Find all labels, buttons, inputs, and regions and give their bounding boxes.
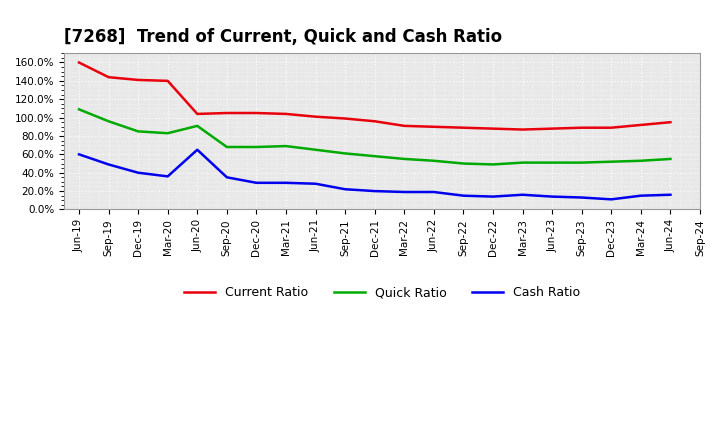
Current Ratio bbox=[311, 114, 320, 119]
Quick Ratio bbox=[489, 162, 498, 167]
Current Ratio bbox=[222, 110, 231, 116]
Text: [7268]  Trend of Current, Quick and Cash Ratio: [7268] Trend of Current, Quick and Cash … bbox=[64, 28, 503, 46]
Legend: Current Ratio, Quick Ratio, Cash Ratio: Current Ratio, Quick Ratio, Cash Ratio bbox=[179, 281, 585, 304]
Current Ratio bbox=[252, 110, 261, 116]
Quick Ratio bbox=[252, 144, 261, 150]
Quick Ratio bbox=[636, 158, 645, 163]
Current Ratio bbox=[607, 125, 616, 130]
Quick Ratio bbox=[430, 158, 438, 163]
Quick Ratio bbox=[548, 160, 557, 165]
Cash Ratio bbox=[282, 180, 290, 185]
Current Ratio bbox=[193, 111, 202, 117]
Current Ratio bbox=[134, 77, 143, 83]
Current Ratio bbox=[341, 116, 349, 121]
Current Ratio bbox=[75, 60, 84, 65]
Quick Ratio bbox=[163, 131, 172, 136]
Current Ratio bbox=[459, 125, 468, 130]
Cash Ratio bbox=[341, 187, 349, 192]
Cash Ratio bbox=[222, 175, 231, 180]
Line: Cash Ratio: Cash Ratio bbox=[79, 150, 670, 199]
Current Ratio bbox=[636, 122, 645, 128]
Line: Quick Ratio: Quick Ratio bbox=[79, 109, 670, 165]
Cash Ratio bbox=[75, 152, 84, 157]
Cash Ratio bbox=[518, 192, 527, 198]
Cash Ratio bbox=[430, 189, 438, 194]
Line: Current Ratio: Current Ratio bbox=[79, 62, 670, 129]
Quick Ratio bbox=[459, 161, 468, 166]
Current Ratio bbox=[430, 124, 438, 129]
Cash Ratio bbox=[459, 193, 468, 198]
Cash Ratio bbox=[193, 147, 202, 152]
Quick Ratio bbox=[104, 119, 113, 124]
Cash Ratio bbox=[252, 180, 261, 185]
Cash Ratio bbox=[311, 181, 320, 187]
Quick Ratio bbox=[607, 159, 616, 164]
Quick Ratio bbox=[311, 147, 320, 152]
Quick Ratio bbox=[282, 143, 290, 149]
Quick Ratio bbox=[222, 144, 231, 150]
Quick Ratio bbox=[400, 156, 409, 161]
Cash Ratio bbox=[370, 188, 379, 194]
Current Ratio bbox=[400, 123, 409, 128]
Current Ratio bbox=[104, 74, 113, 80]
Cash Ratio bbox=[104, 162, 113, 167]
Cash Ratio bbox=[548, 194, 557, 199]
Quick Ratio bbox=[341, 151, 349, 156]
Quick Ratio bbox=[666, 156, 675, 161]
Cash Ratio bbox=[636, 193, 645, 198]
Quick Ratio bbox=[370, 154, 379, 159]
Current Ratio bbox=[577, 125, 586, 130]
Quick Ratio bbox=[134, 129, 143, 134]
Cash Ratio bbox=[666, 192, 675, 198]
Cash Ratio bbox=[489, 194, 498, 199]
Current Ratio bbox=[370, 119, 379, 124]
Current Ratio bbox=[518, 127, 527, 132]
Cash Ratio bbox=[134, 170, 143, 176]
Cash Ratio bbox=[577, 195, 586, 200]
Current Ratio bbox=[489, 126, 498, 131]
Quick Ratio bbox=[193, 123, 202, 128]
Quick Ratio bbox=[577, 160, 586, 165]
Current Ratio bbox=[282, 111, 290, 117]
Quick Ratio bbox=[75, 106, 84, 112]
Current Ratio bbox=[666, 120, 675, 125]
Cash Ratio bbox=[163, 174, 172, 179]
Cash Ratio bbox=[607, 197, 616, 202]
Cash Ratio bbox=[400, 189, 409, 194]
Current Ratio bbox=[548, 126, 557, 131]
Current Ratio bbox=[163, 78, 172, 84]
Quick Ratio bbox=[518, 160, 527, 165]
